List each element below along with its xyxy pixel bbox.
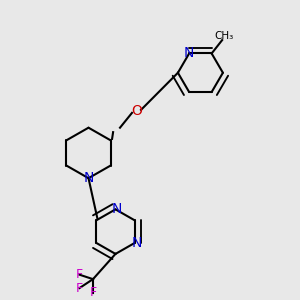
Text: O: O	[131, 104, 142, 118]
Text: F: F	[76, 282, 83, 295]
Text: N: N	[184, 46, 194, 61]
Text: N: N	[112, 202, 122, 216]
Text: F: F	[76, 268, 83, 281]
Text: N: N	[83, 171, 94, 185]
Text: F: F	[89, 286, 97, 299]
Text: N: N	[131, 236, 142, 250]
Text: CH₃: CH₃	[214, 31, 233, 41]
